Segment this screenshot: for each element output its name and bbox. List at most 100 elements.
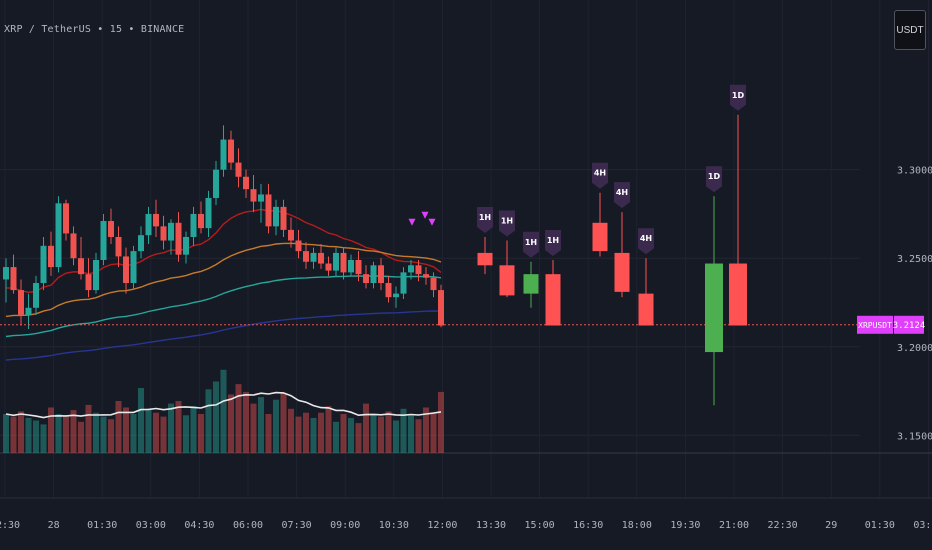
candle-body	[340, 252, 347, 273]
candle-body	[108, 221, 114, 237]
x-tick-label: 03:00	[136, 520, 166, 531]
candle-body	[258, 194, 264, 202]
volume-bar	[295, 416, 302, 453]
x-tick-label: 21:00	[719, 520, 749, 531]
volume-bar	[370, 414, 377, 453]
volume-bar	[393, 420, 399, 453]
htf-candle-body	[592, 222, 608, 252]
htf-label	[592, 162, 608, 189]
volume-bar	[310, 417, 317, 453]
volume-bar	[273, 399, 279, 453]
ma-teal-line	[5, 275, 442, 338]
volume-bar	[85, 404, 92, 453]
candle-body	[370, 265, 377, 284]
htf-label	[523, 231, 539, 258]
candle-body	[333, 252, 339, 271]
x-tick-label: 13:30	[476, 520, 506, 531]
currency-button[interactable]: USDT	[894, 10, 926, 50]
htf-candle-body	[477, 252, 493, 266]
candle-body	[280, 206, 287, 230]
volume-bar	[423, 407, 429, 453]
volume-bar	[235, 384, 242, 453]
htf-label	[614, 182, 630, 209]
x-tick-label: 03:00	[913, 520, 932, 531]
htf-candle-body	[545, 274, 561, 326]
volume-bar	[123, 407, 129, 453]
volume-bar	[198, 414, 204, 453]
x-tick-label: 12:00	[427, 520, 457, 531]
htf-candle-body	[638, 293, 654, 326]
candle-body	[273, 206, 279, 227]
volume-bar	[430, 414, 437, 453]
volume-bar	[18, 411, 24, 453]
volume-bar	[355, 423, 362, 453]
candle-body	[295, 240, 302, 252]
volume-bar	[175, 401, 182, 453]
x-tick-label: 07:30	[282, 520, 312, 531]
candle-body	[318, 252, 324, 264]
x-tick-label: 19:30	[670, 520, 700, 531]
htf-label-text: 4H	[594, 169, 606, 178]
candle-body	[183, 236, 189, 255]
volume-bar	[415, 419, 422, 453]
candle-body	[48, 245, 54, 268]
htf-label	[477, 206, 493, 233]
volume-bar	[325, 406, 332, 453]
candle-body	[250, 189, 257, 202]
candle-body	[198, 213, 204, 229]
volume-bar	[205, 389, 212, 453]
volume-bar	[400, 408, 407, 453]
x-tick-label: 01:30	[865, 520, 895, 531]
candle-body	[348, 259, 354, 273]
volume-bar	[303, 412, 309, 453]
candle-body	[438, 290, 444, 326]
volume-bar	[93, 412, 99, 453]
candle-body	[310, 252, 317, 262]
htf-label-text: 1H	[501, 217, 513, 226]
x-tick-label: 22:30	[0, 520, 20, 531]
candle-body	[78, 258, 84, 275]
volume-bar	[183, 415, 189, 453]
candle-body	[408, 265, 414, 273]
volume-bar	[213, 381, 219, 453]
htf-label	[545, 229, 561, 256]
volume-bar	[243, 391, 249, 453]
signal-marker	[408, 218, 416, 226]
x-tick-label: 18:00	[622, 520, 652, 531]
volume-bar	[250, 403, 257, 453]
candle-body	[70, 233, 77, 259]
candle-body	[243, 176, 249, 190]
candle-body	[3, 267, 9, 280]
volume-bar	[10, 416, 17, 453]
candle-body	[168, 222, 174, 241]
volume-bar	[3, 414, 9, 453]
candle-body	[393, 293, 399, 298]
candle-body	[385, 283, 392, 298]
volume-bar	[63, 416, 69, 453]
price-tag-symbol: XRPUSDT	[858, 321, 892, 330]
volume-bar	[145, 408, 152, 453]
x-tick-label: 22:30	[768, 520, 798, 531]
x-tick-label: 28	[48, 520, 60, 531]
volume-ma-line	[5, 391, 442, 419]
htf-label-text: 1H	[525, 238, 537, 247]
volume-bar	[348, 417, 354, 453]
volume-bar	[55, 414, 62, 453]
volume-bar	[340, 414, 347, 453]
x-tick-label: 01:30	[87, 520, 117, 531]
volume-bar	[168, 403, 174, 453]
price-tag-value: 3.2124	[893, 321, 926, 331]
signal-marker	[421, 211, 429, 219]
ma-orange-line	[5, 242, 442, 318]
y-tick-label: 3.1500	[897, 431, 932, 442]
volume-bar	[385, 411, 392, 453]
y-tick-label: 3.2000	[897, 343, 932, 354]
ma-blue-line	[5, 310, 442, 361]
volume-bar	[378, 416, 384, 453]
y-tick-label: 3.3000	[897, 166, 932, 177]
volume-bar	[100, 416, 107, 453]
candle-body	[153, 213, 159, 227]
price-tag-label	[857, 315, 893, 334]
candle-body	[265, 194, 272, 227]
